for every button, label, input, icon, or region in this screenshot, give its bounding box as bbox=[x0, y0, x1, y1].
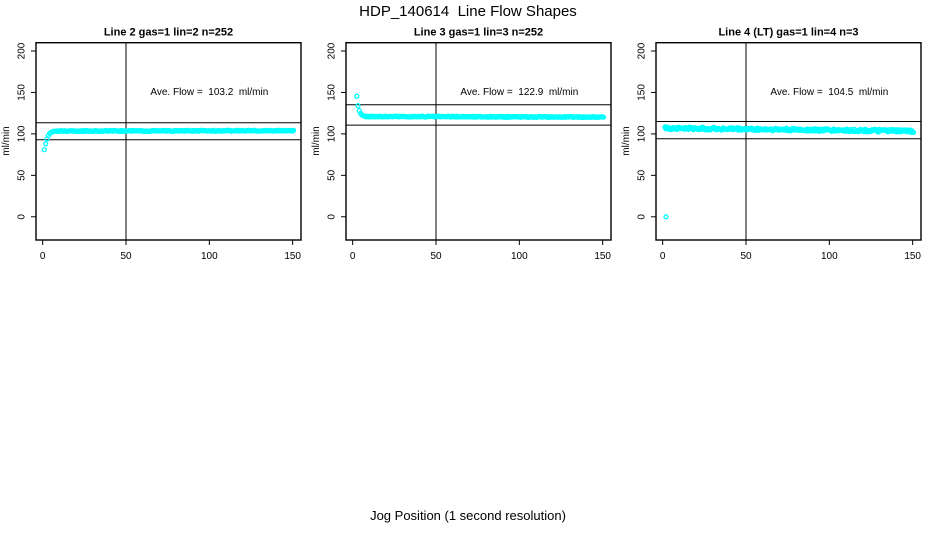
panel-title: Line 3 gas=1 lin=3 n=252 bbox=[414, 27, 543, 39]
ave-flow-annotation: Ave. Flow = 104.5 ml/min bbox=[770, 87, 888, 98]
y-axis-tick-label: 50 bbox=[327, 169, 338, 181]
flow-data-points bbox=[41, 127, 297, 153]
data-point bbox=[41, 146, 47, 153]
data-point bbox=[290, 127, 297, 133]
y-axis-tick-label: 0 bbox=[637, 214, 648, 220]
panel-line-3: Line 3 gas=1 lin=3 n=252 0 50 100 150 200 0 50 1… bbox=[311, 27, 612, 262]
x-axis-tick-label: 150 bbox=[904, 251, 921, 262]
panel-line-4: Line 4 (LT) gas=1 lin=4 n=3 0 50 100 150 200 0… bbox=[621, 27, 922, 262]
y-axis-tick-label: 200 bbox=[17, 42, 28, 59]
y-axis-tick-label: 100 bbox=[637, 125, 648, 142]
flow-data-points bbox=[354, 93, 607, 121]
y-axis-tick-label: 0 bbox=[327, 214, 338, 220]
data-point bbox=[354, 93, 360, 99]
flow-data-points bbox=[662, 124, 917, 220]
y-axis-tick-label: 200 bbox=[637, 42, 648, 59]
y-axis-tick-label: 50 bbox=[17, 169, 28, 181]
y-axis-tick-label: 100 bbox=[17, 125, 28, 142]
y-axis-title: ml/min bbox=[1, 126, 12, 155]
y-axis-tick-label: 150 bbox=[17, 84, 28, 101]
y-axis-title: ml/min bbox=[621, 126, 632, 155]
panels-row: Line 2 gas=1 lin=2 n=252 0 50 100 150 200 0 50 1… bbox=[0, 20, 930, 270]
x-axis-tick-label: 100 bbox=[511, 251, 528, 262]
x-axis-tick-label: 100 bbox=[201, 251, 218, 262]
data-point bbox=[663, 214, 669, 220]
panel-line-2: Line 2 gas=1 lin=2 n=252 0 50 100 150 200 0 50 1… bbox=[1, 27, 302, 262]
y-axis-tick-label: 50 bbox=[637, 169, 648, 181]
x-axis-tick-label: 150 bbox=[594, 251, 611, 262]
data-point bbox=[43, 141, 49, 147]
figure-title: HDP_140614 Line Flow Shapes bbox=[359, 3, 577, 20]
figure-x-axis-label: Jog Position (1 second resolution) bbox=[370, 508, 566, 523]
x-axis-tick-label: 0 bbox=[660, 251, 666, 262]
x-axis-tick-label: 50 bbox=[430, 251, 442, 262]
y-axis-tick-label: 150 bbox=[327, 84, 338, 101]
x-axis-tick-label: 100 bbox=[821, 251, 838, 262]
plot-border bbox=[35, 42, 302, 241]
plot-border bbox=[345, 42, 612, 241]
panel-title: Line 2 gas=1 lin=2 n=252 bbox=[104, 27, 233, 39]
y-axis-tick-label: 200 bbox=[327, 42, 338, 59]
y-axis-title: ml/min bbox=[311, 126, 322, 155]
ave-flow-annotation: Ave. Flow = 103.2 ml/min bbox=[150, 87, 268, 98]
data-point bbox=[355, 103, 361, 109]
y-axis-tick-label: 100 bbox=[327, 125, 338, 142]
data-point bbox=[910, 129, 917, 136]
plot-border bbox=[655, 42, 922, 241]
x-axis-tick-label: 150 bbox=[284, 251, 301, 262]
ave-flow-annotation: Ave. Flow = 122.9 ml/min bbox=[460, 87, 578, 98]
panel-title: Line 4 (LT) gas=1 lin=4 n=3 bbox=[718, 27, 858, 39]
x-axis-tick-label: 50 bbox=[120, 251, 132, 262]
data-point bbox=[600, 114, 607, 120]
y-axis-tick-label: 150 bbox=[637, 84, 648, 101]
x-axis-tick-label: 0 bbox=[40, 251, 46, 262]
x-axis-tick-label: 50 bbox=[740, 251, 752, 262]
y-axis-tick-label: 0 bbox=[17, 214, 28, 220]
x-axis-tick-label: 0 bbox=[350, 251, 356, 262]
